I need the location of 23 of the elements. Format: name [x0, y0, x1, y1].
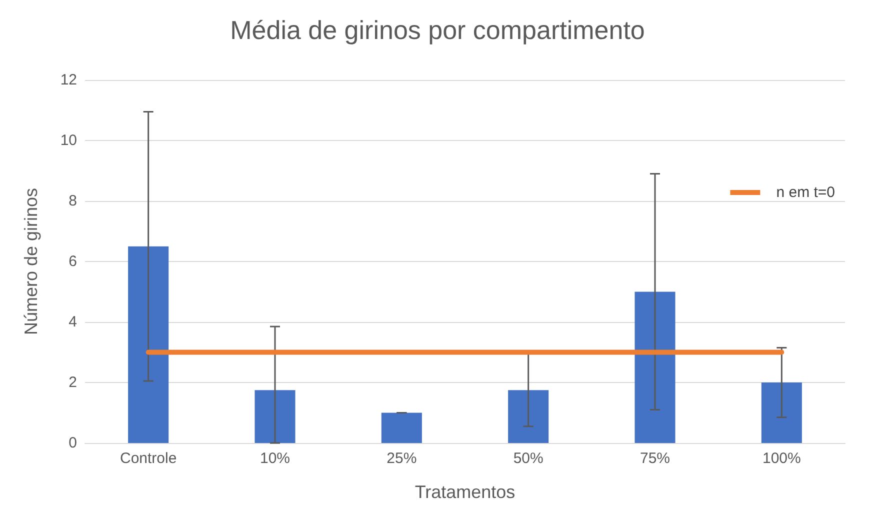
y-tick-label: 4 — [68, 314, 77, 330]
x-tick-label: Controle — [120, 450, 177, 467]
y-axis-title: Número de girinos — [21, 188, 41, 336]
bar — [761, 382, 802, 443]
y-tick-label: 2 — [68, 374, 77, 391]
x-axis-title: Tratamentos — [414, 482, 516, 502]
bar — [508, 390, 549, 443]
bar — [128, 246, 169, 443]
x-tick-label: 50% — [513, 450, 544, 467]
y-tick-label: 12 — [60, 72, 77, 88]
bar — [254, 390, 296, 443]
bar — [634, 292, 676, 443]
x-tick-label: 100% — [762, 450, 801, 467]
x-tick-label: 75% — [640, 450, 670, 467]
y-tick-label: 0 — [68, 434, 77, 452]
bar — [381, 412, 422, 443]
y-tick-label: 10 — [60, 132, 77, 149]
legend-label: n em t=0 — [776, 184, 836, 201]
y-tick-label: 8 — [68, 192, 77, 210]
x-tick-label: 25% — [386, 450, 417, 467]
x-tick-label: 10% — [260, 450, 290, 467]
chart-title: Média de girinos por compartimento — [230, 15, 645, 45]
y-tick-label: 6 — [68, 253, 77, 270]
